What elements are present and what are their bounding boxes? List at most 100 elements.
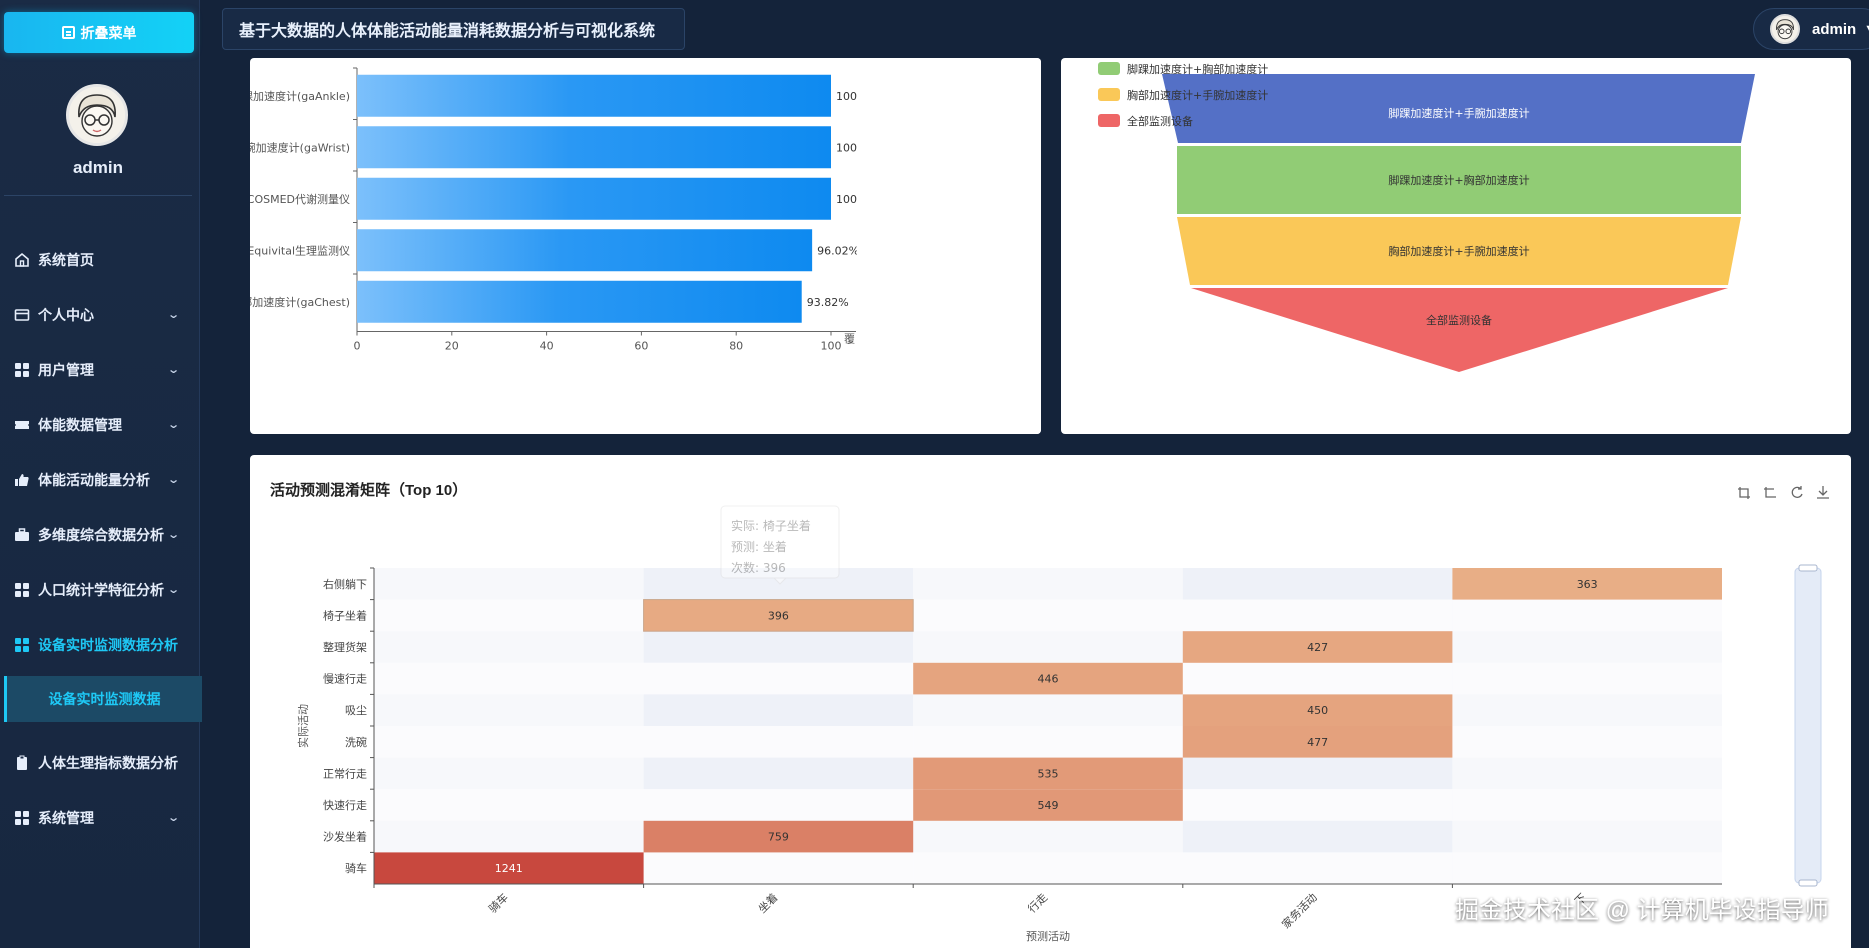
bar[interactable] xyxy=(357,280,802,323)
heatmap-bg-cell xyxy=(1182,662,1453,695)
y-tick-label: 骑车 xyxy=(345,861,367,875)
user-name: admin xyxy=(1812,20,1857,38)
sidebar-item-users[interactable]: 用户管理 ⌄ xyxy=(14,350,186,390)
heatmap-cell[interactable] xyxy=(1182,631,1453,663)
bar[interactable] xyxy=(357,177,831,220)
heatmap-cell[interactable] xyxy=(913,662,1183,695)
heatmap-cell[interactable] xyxy=(913,789,1183,821)
funnel-stage[interactable] xyxy=(1162,74,1755,143)
briefcase-icon xyxy=(14,527,30,543)
visualmap-handle-bottom[interactable] xyxy=(1798,879,1818,887)
sidebar-item-device-monitoring[interactable]: 设备实时监测数据分析 xyxy=(14,625,186,665)
sidebar-item-physiology-analysis[interactable]: 人体生理指标数据分析 xyxy=(14,743,186,783)
grid-icon xyxy=(14,362,30,378)
x-tick-label: 行走 xyxy=(1025,891,1050,916)
confusion-matrix-panel: 活动预测混淆矩阵（Top 10） 363 396 427 446 450 477 535 54… xyxy=(250,455,1851,948)
heatmap-bg-cell xyxy=(643,694,914,726)
bar-value-label: 96.02% xyxy=(817,244,859,257)
x-tick-label: 坐着 xyxy=(755,890,780,915)
x-tick-label: 20 xyxy=(445,340,459,353)
sidebar-item-system[interactable]: 系统管理 ⌄ xyxy=(14,798,186,838)
heatmap-cell[interactable] xyxy=(1452,568,1722,600)
heatmap-bg-cell xyxy=(374,726,644,758)
sidebar-item-home[interactable]: 系统首页 xyxy=(14,240,186,280)
sidebar-item-label: 设备实时监测数据分析 xyxy=(38,637,178,653)
sidebar-subitem-device-data[interactable]: 设备实时监测数据 xyxy=(4,676,202,722)
device-coverage-bar-chart-panel: 脚踝加速度计(gaAnkle) 100. 手腕加速度计(gaWrist) 100. CO… xyxy=(250,58,1041,434)
sidebar-item-label: 人体生理指标数据分析 xyxy=(38,755,178,771)
tooltip-count: 次数: 396 xyxy=(731,560,786,575)
x-axis-label: 覆 xyxy=(844,333,855,346)
restore-icon[interactable] xyxy=(1791,486,1803,498)
y-tick-label: 沙发坐着 xyxy=(323,830,367,844)
funnel-stage-label: 脚踝加速度计+胸部加速度计 xyxy=(1388,173,1529,187)
sidebar-item-label: 个人中心 xyxy=(38,307,94,323)
funnel-stage[interactable] xyxy=(1177,217,1741,285)
heatmap-bg-cell xyxy=(1452,820,1722,853)
sidebar-item-multidim-analysis[interactable]: 多维度综合数据分析 ⌄ xyxy=(14,515,186,555)
funnel-stage-label: 全部监测设备 xyxy=(1426,313,1492,327)
heatmap-bg-cell xyxy=(643,789,914,821)
heatmap-bg-cell xyxy=(374,568,644,600)
grid-icon xyxy=(14,810,30,826)
sidebar-username: admin xyxy=(72,158,124,177)
funnel-stage[interactable] xyxy=(1177,146,1741,214)
card-icon xyxy=(14,307,30,323)
legend-swatch[interactable] xyxy=(1098,114,1120,127)
y-tick-label: 整理货架 xyxy=(323,640,367,654)
bar-value-label: 100. xyxy=(836,90,861,103)
heatmap-bg-cell xyxy=(643,726,914,758)
heatmap-bg-cell xyxy=(1452,599,1722,632)
bar[interactable] xyxy=(357,126,831,169)
y-tick-label: 胸部加速度计(gaChest) xyxy=(250,295,350,309)
heatmap-bg-cell xyxy=(374,789,644,821)
heatmap-bg-cell xyxy=(1182,568,1453,600)
heatmap-cell[interactable] xyxy=(1182,694,1453,726)
collapse-menu-button[interactable]: 折叠菜单 xyxy=(4,12,194,53)
clipboard-icon xyxy=(14,755,30,771)
device-coverage-bar-chart: 脚踝加速度计(gaAnkle) 100. 手腕加速度计(gaWrist) 100. CO… xyxy=(250,58,1041,434)
sidebar-item-label: 人口统计学特征分析 xyxy=(38,582,164,598)
legend-swatch[interactable] xyxy=(1098,88,1120,101)
user-menu[interactable]: admin ▼ xyxy=(1753,8,1869,50)
heatmap-bg-cell xyxy=(1452,662,1722,695)
zoom-reset-icon[interactable] xyxy=(1764,487,1776,498)
confusion-matrix-title: 活动预测混淆矩阵（Top 10） xyxy=(270,482,468,499)
sidebar-item-fitness-data[interactable]: 体能数据管理 ⌄ xyxy=(14,405,186,445)
watermark: 掘金技术社区 @ 计算机毕设指导师 xyxy=(1455,897,1829,924)
bar[interactable] xyxy=(357,229,813,272)
grid-icon xyxy=(14,637,30,653)
visualmap-handle-top[interactable] xyxy=(1798,564,1818,572)
heatmap-cell-label: 477 xyxy=(1307,736,1328,749)
legend-swatch[interactable] xyxy=(1098,62,1120,75)
chevron-down-icon: ⌄ xyxy=(166,309,180,321)
heatmap-cell[interactable] xyxy=(1182,726,1453,758)
funnel-stage[interactable] xyxy=(1191,288,1728,372)
sidebar-item-profile[interactable]: 个人中心 ⌄ xyxy=(14,295,186,335)
bar[interactable] xyxy=(357,74,831,117)
download-icon[interactable] xyxy=(1817,486,1829,499)
heatmap-cell[interactable] xyxy=(643,820,914,853)
sidebar-item-energy-analysis[interactable]: 体能活动能量分析 ⌄ xyxy=(14,460,186,500)
zoom-icon[interactable] xyxy=(1738,487,1750,499)
heatmap-cell-label: 363 xyxy=(1577,578,1598,591)
chevron-down-icon: ⌄ xyxy=(166,419,180,431)
avatar[interactable] xyxy=(66,84,128,146)
x-tick-label: 0 xyxy=(354,340,361,353)
legend-label[interactable]: 全部监测设备 xyxy=(1127,114,1193,128)
heatmap-bg-cell xyxy=(1182,757,1453,790)
y-axis-label: 实际活动 xyxy=(296,704,310,748)
heatmap-bg-cell xyxy=(913,568,1183,600)
visualmap-slider[interactable] xyxy=(1794,567,1822,884)
heatmap-cell[interactable] xyxy=(643,599,914,632)
bar-value-label: 100. xyxy=(836,141,861,154)
heatmap-cell-label: 446 xyxy=(1038,673,1059,686)
legend-label[interactable]: 胸部加速度计+手腕加速度计 xyxy=(1127,88,1268,102)
y-tick-label: Equivital生理监测仪 xyxy=(250,243,350,257)
heatmap-cell[interactable] xyxy=(913,757,1183,790)
legend-label[interactable]: 脚踝加速度计+胸部加速度计 xyxy=(1127,62,1268,76)
sidebar-item-label: 体能数据管理 xyxy=(38,417,122,433)
heatmap-bg-cell xyxy=(643,662,914,695)
sidebar-item-demographic-analysis[interactable]: 人口统计学特征分析 ⌄ xyxy=(14,570,186,610)
heatmap-cell[interactable] xyxy=(374,852,644,884)
